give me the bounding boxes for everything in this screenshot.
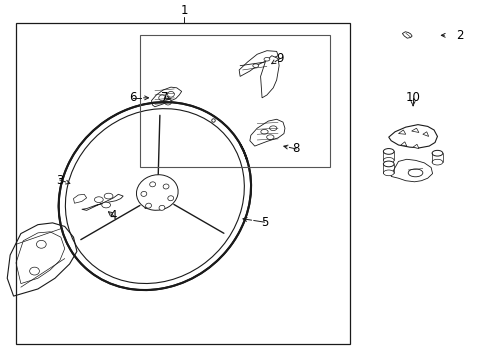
Ellipse shape	[159, 205, 165, 210]
Polygon shape	[250, 119, 285, 146]
Ellipse shape	[383, 161, 394, 167]
Ellipse shape	[270, 126, 277, 131]
Polygon shape	[7, 223, 77, 296]
Ellipse shape	[432, 150, 443, 156]
Ellipse shape	[104, 193, 113, 199]
Bar	[16, 23, 350, 344]
Polygon shape	[423, 132, 429, 136]
Text: 2: 2	[456, 29, 463, 42]
Ellipse shape	[408, 169, 423, 177]
Ellipse shape	[383, 157, 394, 163]
Polygon shape	[391, 159, 433, 182]
Text: 7: 7	[161, 91, 169, 104]
Text: 1: 1	[180, 4, 188, 17]
Ellipse shape	[137, 175, 178, 210]
Text: 4: 4	[110, 209, 117, 222]
Ellipse shape	[168, 196, 173, 201]
Polygon shape	[389, 125, 438, 148]
Ellipse shape	[163, 184, 169, 189]
Bar	[140, 35, 330, 167]
Ellipse shape	[159, 95, 166, 101]
Ellipse shape	[95, 197, 103, 203]
Polygon shape	[401, 142, 407, 146]
Ellipse shape	[383, 149, 394, 154]
Ellipse shape	[264, 58, 270, 61]
Ellipse shape	[261, 130, 268, 134]
Ellipse shape	[383, 170, 394, 176]
Polygon shape	[398, 130, 406, 134]
Text: 5: 5	[261, 216, 268, 229]
Text: 10: 10	[406, 91, 420, 104]
Polygon shape	[413, 144, 419, 149]
Ellipse shape	[165, 99, 172, 105]
Polygon shape	[151, 87, 182, 107]
Polygon shape	[16, 232, 65, 284]
Ellipse shape	[146, 203, 151, 208]
Ellipse shape	[149, 182, 155, 187]
Ellipse shape	[36, 240, 46, 248]
Text: 8: 8	[293, 143, 300, 156]
Ellipse shape	[168, 91, 174, 97]
Polygon shape	[74, 194, 87, 203]
Polygon shape	[82, 194, 123, 210]
Polygon shape	[142, 176, 170, 208]
Polygon shape	[412, 128, 419, 132]
Text: 6: 6	[129, 91, 137, 104]
Text: 3: 3	[56, 174, 64, 186]
Polygon shape	[239, 51, 278, 76]
Ellipse shape	[102, 202, 111, 208]
Ellipse shape	[253, 64, 259, 67]
Polygon shape	[261, 56, 279, 98]
Ellipse shape	[141, 192, 147, 197]
Polygon shape	[402, 32, 412, 38]
Text: 9: 9	[276, 52, 284, 65]
Ellipse shape	[267, 135, 274, 139]
Ellipse shape	[432, 159, 443, 165]
Ellipse shape	[30, 267, 39, 275]
